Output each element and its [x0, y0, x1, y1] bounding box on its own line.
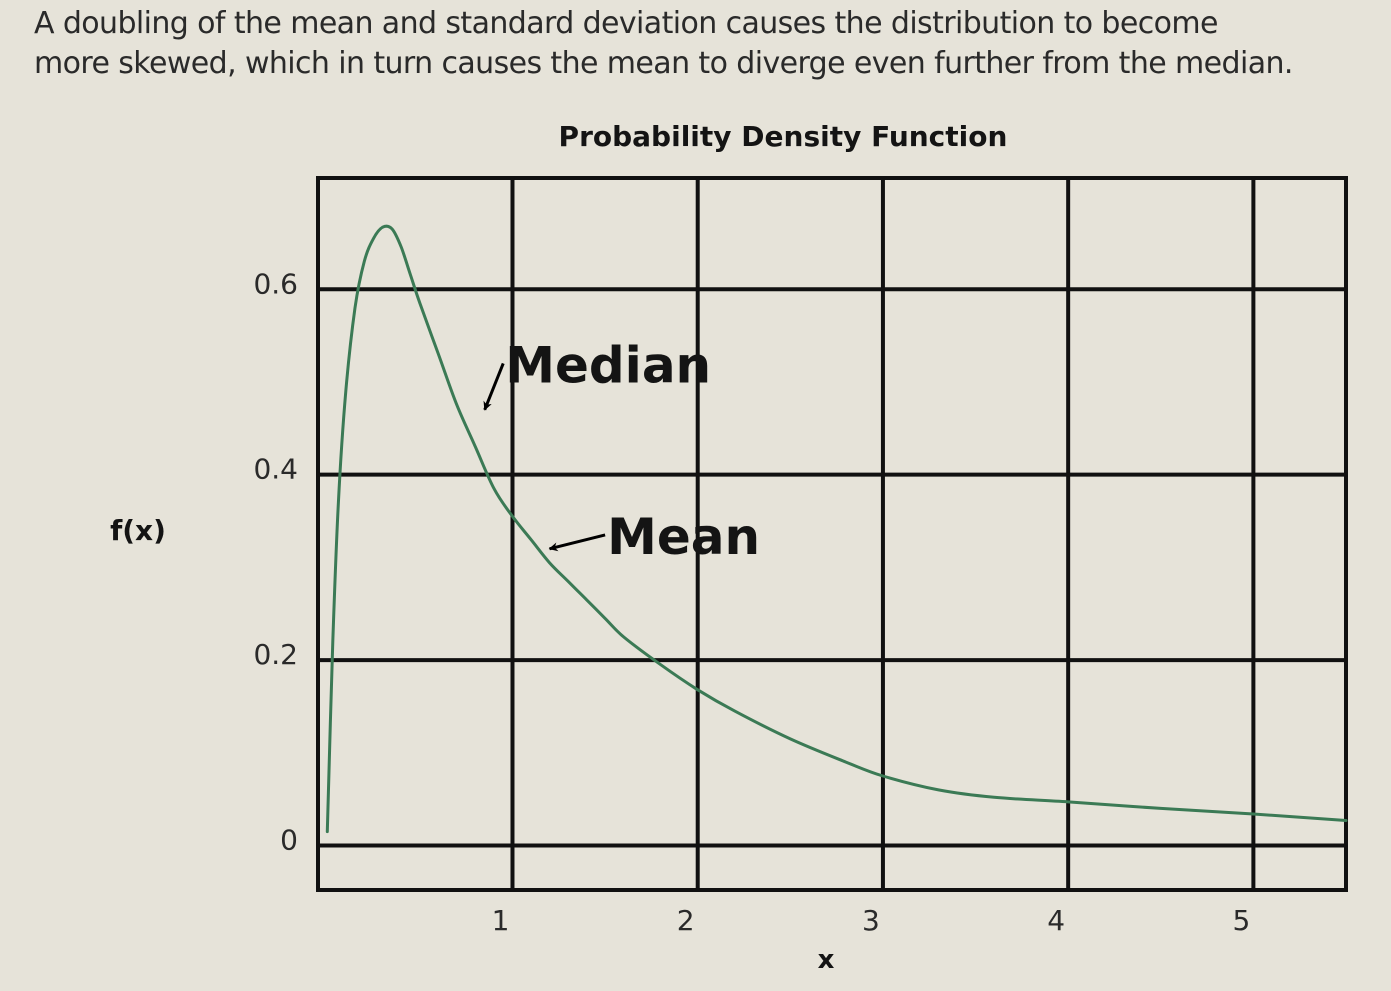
plot-frame: [316, 176, 1348, 892]
annotation-layer: Median Mean: [483, 336, 760, 566]
x-tick-label: 5: [1232, 904, 1250, 937]
caption-line-1: A doubling of the mean and standard devi…: [34, 6, 1218, 41]
median-arrow: [483, 362, 505, 411]
x-tick-label: 4: [1047, 904, 1065, 937]
mean-arrow: [548, 533, 606, 552]
median-annotation-label: Median: [505, 336, 711, 394]
tick-labels: 1 2 3 4 5 0 0.2 0.4 0.6: [253, 267, 1250, 937]
grid-layer: [316, 176, 1348, 892]
caption: A doubling of the mean and standard devi…: [34, 4, 1374, 84]
y-tick-label: 0.2: [253, 638, 298, 671]
chart-title: Probability Density Function: [559, 120, 1008, 153]
caption-line-2: more skewed, which in turn causes the me…: [34, 46, 1293, 81]
y-axis-label: f(x): [110, 514, 166, 547]
pdf-curve-series-0: [325, 224, 1348, 834]
x-tick-label: 2: [677, 904, 695, 937]
x-tick-label: 1: [492, 904, 510, 937]
y-tick-label: 0.6: [253, 267, 298, 300]
curve-layer: [325, 224, 1348, 834]
y-tick-label: 0.4: [253, 453, 298, 486]
y-tick-label: 0: [280, 824, 298, 857]
mean-annotation-label: Mean: [607, 508, 760, 566]
x-tick-label: 3: [862, 904, 880, 937]
x-axis-label: x: [818, 945, 835, 975]
